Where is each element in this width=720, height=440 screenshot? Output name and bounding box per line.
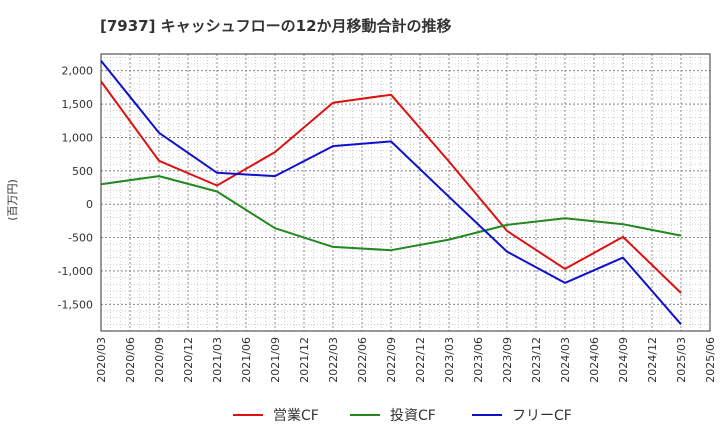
x-tick-label: 2022/09: [385, 337, 398, 383]
x-tick-label: 2024/06: [588, 337, 601, 383]
x-tick-label: 2021/03: [211, 337, 224, 383]
plot-background: [101, 54, 710, 331]
y-axis-label: (百万円): [6, 179, 19, 221]
y-tick-label: 2,000: [62, 65, 94, 78]
plot-area: 2,000 1,500 1,000 500 0 -500 -1,000 -1,500 2020/…: [58, 53, 717, 383]
y-tick-label: -1,500: [58, 298, 93, 311]
legend-label-3: フリーCF: [512, 408, 572, 424]
legend: 営業CF 投資CF フリーCF: [233, 408, 572, 424]
x-tick-label: 2023/06: [472, 337, 485, 383]
y-tick-label: 500: [72, 165, 93, 178]
y-tick-label: -500: [68, 232, 93, 245]
x-tick-label: 2025/06: [704, 337, 717, 383]
x-tick-label: 2020/09: [153, 337, 166, 383]
x-tick-label: 2023/03: [443, 337, 456, 383]
x-tick-label: 2020/12: [182, 337, 195, 383]
legend-label-2: 投資CF: [390, 408, 436, 424]
chart-title: [7937] キャッシュフローの12か月移動合計の推移: [100, 17, 452, 35]
y-tick-label: 0: [86, 198, 93, 211]
x-tick-label: 2023/09: [501, 337, 514, 383]
x-tick-label: 2022/12: [414, 337, 427, 383]
y-tick-label: -1,000: [58, 265, 93, 278]
series-line-3: [100, 60, 682, 325]
plot-frame: [100, 53, 711, 332]
x-tick-label: 2020/06: [124, 337, 137, 383]
x-tick-label: 2022/03: [327, 337, 340, 383]
series-line-2: [100, 175, 682, 252]
x-tick-label: 2024/03: [559, 337, 572, 383]
x-tick-label: 2021/12: [298, 337, 311, 383]
x-tick-label: 2024/12: [646, 337, 659, 383]
x-tick-label: 2025/03: [675, 337, 688, 383]
legend-label-1: 営業CF: [273, 408, 319, 424]
series-line-1: [100, 80, 682, 294]
x-tick-label: 2021/06: [240, 337, 253, 383]
x-tick-label: 2022/06: [356, 337, 369, 383]
x-tick-label: 2020/03: [95, 337, 108, 383]
y-tick-label: 1,500: [62, 98, 94, 111]
x-tick-label: 2023/12: [530, 337, 543, 383]
x-tick-label: 2021/09: [269, 337, 282, 383]
y-tick-label: 1,000: [62, 131, 94, 144]
x-tick-label: 2024/09: [617, 337, 630, 383]
